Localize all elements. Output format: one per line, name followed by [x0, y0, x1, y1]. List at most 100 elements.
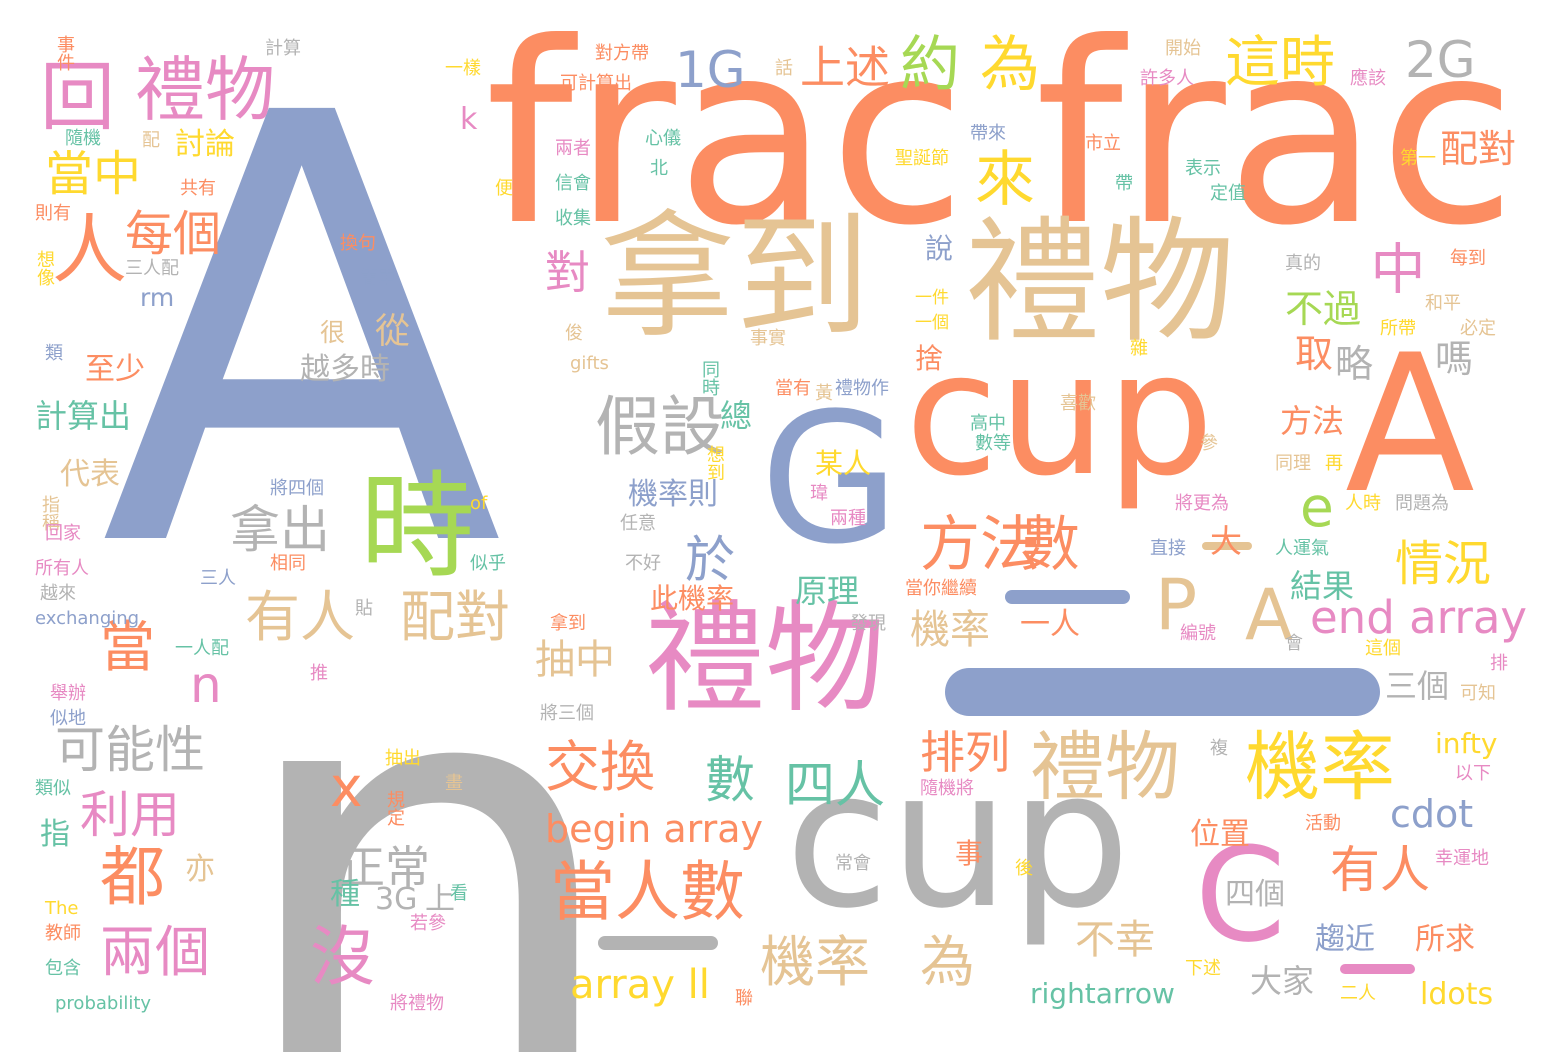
cloud-word: 為 — [920, 930, 976, 994]
cloud-word: 原理 — [795, 572, 860, 610]
cloud-word: 共有 — [180, 178, 216, 199]
cloud-word: 當有 — [775, 378, 811, 399]
cloud-word: infty — [1435, 727, 1498, 760]
cloud-word: 事 — [955, 837, 984, 870]
cloud-word: 禮物 — [645, 590, 885, 729]
cloud-word: 發現 — [850, 613, 886, 634]
cloud-word: 可知 — [1460, 683, 1496, 704]
cloud-word: 開始 — [1165, 38, 1201, 59]
cloud-word: 配對 — [1440, 127, 1517, 171]
cloud-word: 應該 — [1350, 68, 1386, 89]
cloud-word: 某人 — [815, 447, 872, 480]
cloud-word: cup — [785, 729, 1131, 950]
cloud-word: P — [1155, 564, 1198, 646]
cloud-word: gifts — [570, 353, 609, 374]
cloud-word: 拿到 — [600, 199, 870, 356]
cloud-word: 話 — [775, 58, 793, 79]
cloud-word: 四人 — [785, 756, 885, 814]
cloud-word: 定值 — [1210, 183, 1246, 204]
cloud-word: x — [330, 755, 363, 819]
cloud-word: 必定 — [1460, 318, 1496, 339]
cloud-word: 一個 — [915, 313, 949, 333]
cloud-word: 俊 — [565, 323, 583, 344]
cloud-word: 趨近 — [1315, 922, 1375, 957]
cloud-word: 類似 — [35, 778, 71, 799]
cloud-word: 真的 — [1285, 253, 1321, 274]
cloud-word: 代表 — [60, 457, 120, 492]
cloud-word: 抽出 — [385, 748, 421, 769]
cloud-word: 會 — [1285, 633, 1303, 654]
cloud-word: 至少 — [85, 352, 145, 387]
cloud-word: 計算出 — [35, 397, 132, 435]
cloud-word: 總 — [720, 397, 753, 435]
cloud-word: 對方帶 — [595, 43, 649, 64]
cloud-word: 抽中 — [535, 637, 615, 683]
cloud-word: 當你繼續 — [905, 578, 977, 599]
cloud-word: of — [470, 493, 488, 514]
cloud-word: 回 — [40, 53, 116, 141]
cloud-word: 交換 — [545, 735, 656, 799]
cloud-word: 收集 — [555, 208, 591, 229]
cloud-word: G — [760, 375, 900, 584]
cloud-word: 舉辦 — [50, 683, 86, 704]
cloud-word: 人運氣 — [1275, 538, 1329, 559]
cloud-word: 將更為 — [1175, 493, 1229, 514]
overline-stroke — [1005, 590, 1130, 604]
cloud-word: 方法 — [920, 510, 1040, 580]
cloud-word: 喜歡 — [1060, 393, 1096, 414]
cloud-word: 略 — [1335, 342, 1374, 386]
cloud-word: 許多人 — [1140, 68, 1194, 89]
cloud-word: 和平 — [1425, 293, 1461, 314]
cloud-word: 正常 — [340, 841, 431, 894]
cloud-word: 兩個 — [100, 920, 211, 984]
cloud-word: The — [45, 898, 79, 919]
cloud-word: 人時 — [1345, 493, 1381, 514]
cloud-word: 隨機將 — [920, 778, 974, 799]
cloud-word: 捨 — [915, 342, 944, 375]
cloud-word: 來 — [975, 145, 1035, 215]
cloud-word: 方法 — [1280, 402, 1345, 440]
cloud-word: 有人 — [1330, 841, 1430, 899]
cloud-word: 這個 — [1365, 638, 1401, 659]
cloud-word: 有人 — [245, 585, 356, 649]
cloud-word: 約 — [900, 30, 960, 100]
cloud-word: 說 — [925, 232, 954, 265]
cloud-word: probability — [55, 993, 152, 1014]
cloud-word: 同理 — [1275, 453, 1311, 474]
cloud-word: 事件 — [54, 35, 75, 71]
cloud-word: 雜 — [1130, 338, 1148, 359]
cloud-word: 活動 — [1305, 813, 1341, 834]
cloud-word: 參 — [1200, 433, 1218, 454]
cloud-word: frac — [1035, 0, 1517, 280]
cloud-word: 機率則 — [628, 477, 718, 512]
cloud-word: A — [1345, 314, 1475, 535]
cloud-word: 換句 — [340, 233, 376, 254]
cloud-word: 兩者 — [555, 138, 591, 159]
cloud-word: 高中 — [970, 413, 1006, 434]
cloud-word: 計算 — [265, 38, 301, 59]
cloud-word: 這時 — [1225, 30, 1336, 94]
cloud-word: 不過 — [1285, 287, 1362, 331]
cloud-word: 想像 — [34, 250, 55, 286]
cloud-word: 聯 — [735, 988, 753, 1009]
cloud-word: 當中 — [45, 146, 142, 202]
cloud-word: 禮物 — [965, 204, 1235, 361]
cloud-word: 討論 — [175, 127, 235, 162]
cloud-word: 回家 — [45, 523, 81, 544]
cloud-word: 很 — [320, 318, 346, 347]
cloud-word: 編號 — [1180, 623, 1216, 644]
cloud-word: 所有人 — [35, 558, 89, 579]
cloud-word: 規定 — [384, 790, 405, 826]
cloud-word: 黃 — [815, 383, 833, 404]
cloud-word: 此機率 — [650, 582, 735, 615]
cloud-word: 一人配 — [175, 638, 229, 659]
cloud-word: array ll — [570, 962, 710, 1008]
cloud-word: 三人配 — [125, 258, 179, 279]
cloud-word: 兩種 — [830, 508, 866, 529]
cloud-word: 北 — [650, 158, 668, 179]
cloud-word: 取 — [1295, 332, 1334, 376]
cloud-word: 瑋 — [810, 483, 828, 504]
cloud-word: 聖誕節 — [895, 148, 949, 169]
cloud-word: 機率 — [760, 930, 871, 994]
